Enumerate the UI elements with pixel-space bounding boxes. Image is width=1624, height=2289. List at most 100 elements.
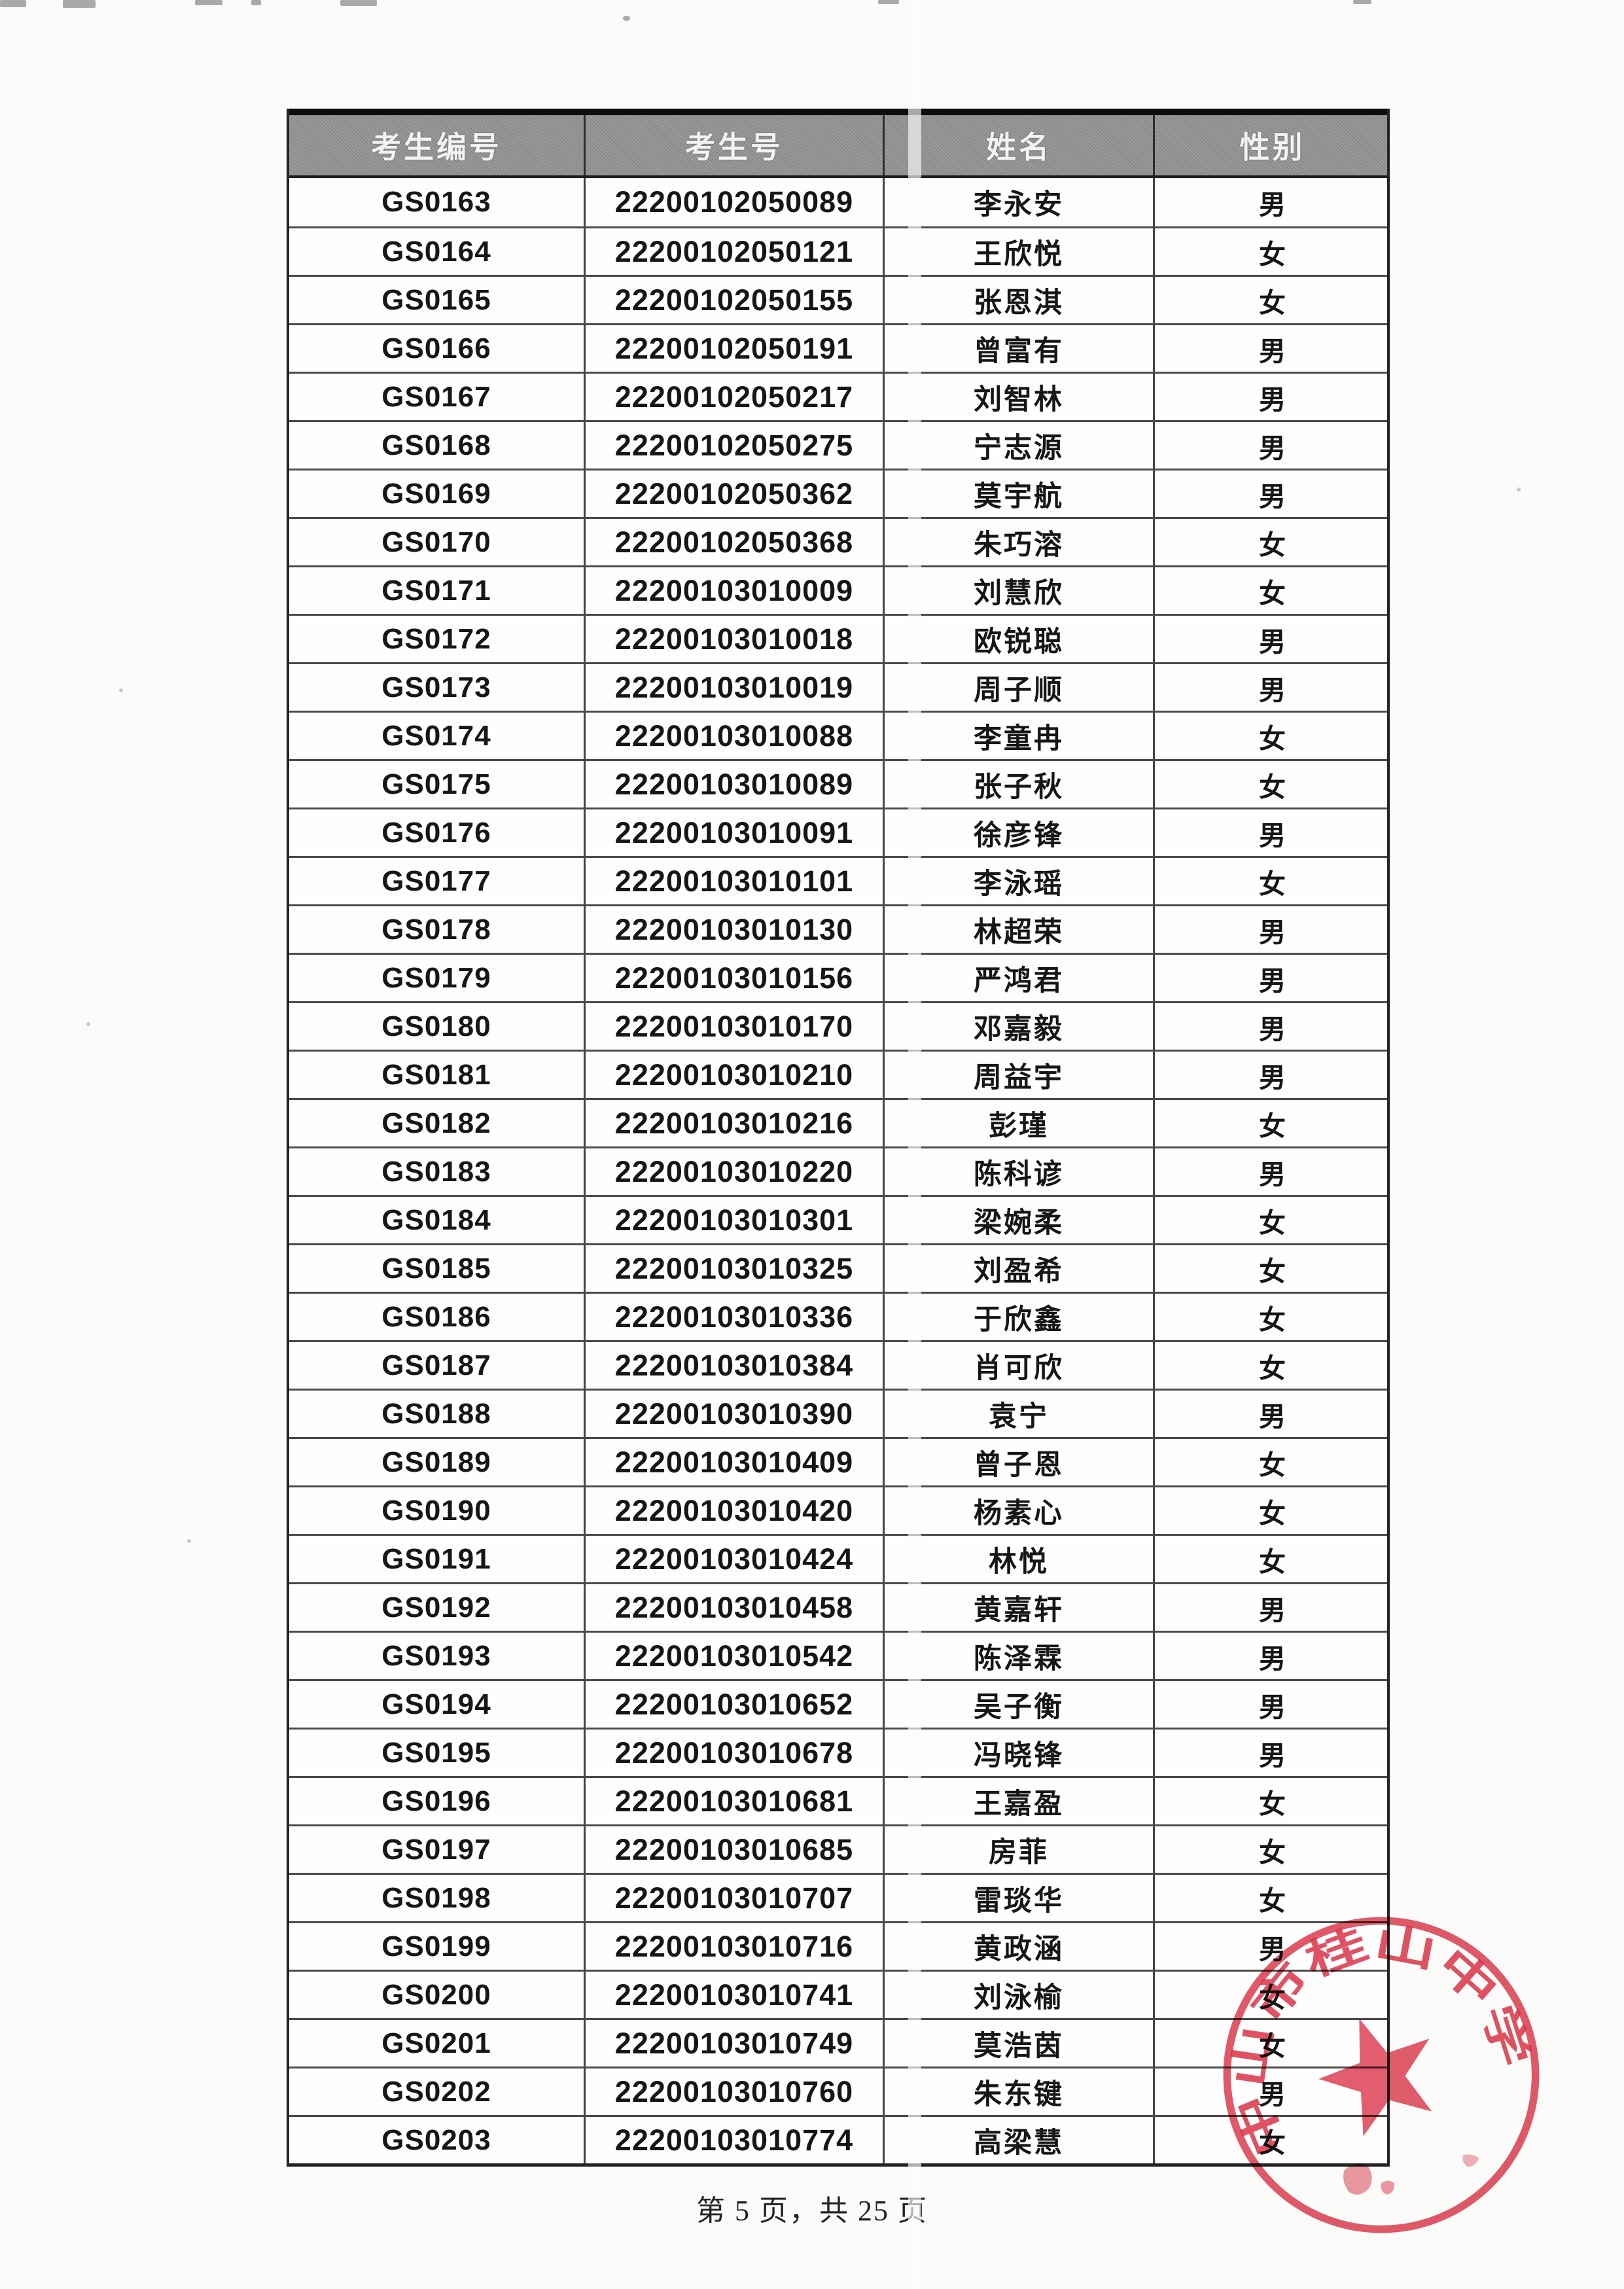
candidate-id-cell: GS0172 <box>381 622 491 655</box>
name-cell: 王嘉盈 <box>883 1778 1153 1824</box>
name-cell: 严鸿君 <box>883 955 1153 1001</box>
name-cell: 房菲 <box>883 1826 1153 1873</box>
candidate-id-cell: GS0200 <box>381 1978 491 2011</box>
gender-cell: 男 <box>1153 1681 1390 1728</box>
name-cell: 雷琰华 <box>883 1875 1153 1921</box>
name-cell: 吴子衡 <box>883 1681 1153 1728</box>
gender-cell: 女 <box>1153 1245 1390 1292</box>
candidate-id-cell: GS0195 <box>381 1736 491 1769</box>
gender-cell: 男 <box>1153 470 1390 517</box>
scan-noise <box>63 0 96 8</box>
scan-noise <box>623 16 630 21</box>
candidate-id-cell: GS0190 <box>381 1494 491 1527</box>
candidate-id-cell: GS0202 <box>381 2075 491 2108</box>
table-row: GS0165 22200102050155 张恩淇 女 <box>289 275 1387 323</box>
scan-noise <box>1353 0 1371 4</box>
candidate-id-cell: GS0169 <box>381 477 491 510</box>
candidate-id-cell: GS0198 <box>381 1881 491 1914</box>
candidate-roster-table: 考生编号 考生号 姓名 性别 GS0163 22200102050089 李永安… <box>287 109 1390 2167</box>
exam-number-cell: 22200102050191 <box>584 325 883 372</box>
gender-cell: 男 <box>1153 178 1390 226</box>
candidate-id-cell: GS0167 <box>381 380 491 413</box>
scan-noise <box>251 0 261 5</box>
table-row: GS0174 22200103010088 李童冉 女 <box>289 711 1387 759</box>
table-row: GS0181 22200103010210 周益宇 男 <box>289 1050 1387 1098</box>
name-cell: 朱东键 <box>883 2068 1153 2115</box>
exam-number-cell: 22200103010652 <box>584 1681 883 1728</box>
gender-cell: 男 <box>1153 1584 1390 1631</box>
name-cell: 李泳瑶 <box>883 858 1153 904</box>
scan-speck <box>119 688 123 692</box>
table-row: GS0186 22200103010336 于欣鑫 女 <box>289 1292 1387 1340</box>
exam-number-cell: 22200103010170 <box>584 1003 883 1050</box>
table-row: GS0198 22200103010707 雷琰华 女 <box>289 1873 1387 1921</box>
exam-number-cell: 22200103010685 <box>584 1826 883 1873</box>
table-row: GS0184 22200103010301 梁婉柔 女 <box>289 1195 1387 1243</box>
exam-number-cell: 22200103010384 <box>584 1342 883 1389</box>
name-cell: 刘智林 <box>883 374 1153 420</box>
name-cell: 李永安 <box>883 178 1153 226</box>
candidate-id-cell: GS0194 <box>381 1688 491 1720</box>
table-row: GS0166 22200102050191 曾富有 男 <box>289 323 1387 372</box>
gender-cell: 女 <box>1153 2020 1390 2067</box>
name-cell: 林超荣 <box>883 906 1153 953</box>
name-cell: 邓嘉毅 <box>883 1003 1153 1050</box>
name-cell: 张恩淇 <box>883 277 1153 323</box>
table-row: GS0173 22200103010019 周子顺 男 <box>289 662 1387 711</box>
name-cell: 冯晓锋 <box>883 1730 1153 1776</box>
name-cell: 肖可欣 <box>883 1342 1153 1389</box>
name-cell: 梁婉柔 <box>883 1197 1153 1243</box>
scan-noise <box>0 0 26 7</box>
candidate-id-cell: GS0185 <box>381 1252 491 1285</box>
gender-cell: 女 <box>1153 1100 1390 1146</box>
gender-cell: 男 <box>1153 616 1390 662</box>
exam-number-cell: 22200103010760 <box>584 2068 883 2115</box>
gender-cell: 女 <box>1153 567 1390 614</box>
exam-number-cell: 22200102050089 <box>584 178 883 226</box>
exam-number-cell: 22200103010336 <box>584 1294 883 1340</box>
table-row: GS0195 22200103010678 冯晓锋 男 <box>289 1728 1387 1776</box>
table-row: GS0167 22200102050217 刘智林 男 <box>289 372 1387 420</box>
table-header-row: 考生编号 考生号 姓名 性别 <box>289 109 1387 178</box>
scan-speck <box>187 1539 191 1543</box>
exam-number-cell: 22200103010390 <box>584 1391 883 1437</box>
gender-cell: 女 <box>1153 1536 1390 1582</box>
candidate-id-cell: GS0175 <box>381 768 491 800</box>
name-cell: 莫宇航 <box>883 470 1153 517</box>
exam-number-cell: 22200103010130 <box>584 906 883 953</box>
name-cell: 周益宇 <box>883 1052 1153 1098</box>
gender-cell: 女 <box>1153 1778 1390 1824</box>
name-cell: 宁志源 <box>883 422 1153 469</box>
gender-cell: 女 <box>1153 858 1390 904</box>
exam-number-cell: 22200102050217 <box>584 374 883 420</box>
table-body: GS0163 22200102050089 李永安 男 GS0164 22200… <box>289 178 1387 2163</box>
gender-cell: 女 <box>1153 1439 1390 1485</box>
name-cell: 刘慧欣 <box>883 567 1153 614</box>
table-row: GS0190 22200103010420 杨素心 女 <box>289 1485 1387 1534</box>
table-row: GS0185 22200103010325 刘盈希 女 <box>289 1243 1387 1292</box>
gender-cell: 男 <box>1153 1391 1390 1437</box>
name-cell: 刘盈希 <box>883 1245 1153 1292</box>
exam-number-cell: 22200103010301 <box>584 1197 883 1243</box>
candidate-id-cell: GS0180 <box>381 1010 491 1042</box>
table-row: GS0203 22200103010774 高梁慧 女 <box>289 2115 1387 2163</box>
exam-number-cell: 22200103010091 <box>584 809 883 856</box>
exam-number-cell: 22200103010420 <box>584 1487 883 1534</box>
exam-number-cell: 22200103010009 <box>584 567 883 614</box>
exam-number-cell: 22200102050362 <box>584 470 883 517</box>
candidate-id-cell: GS0181 <box>381 1058 491 1091</box>
candidate-id-cell: GS0163 <box>381 186 491 218</box>
name-cell: 曾富有 <box>883 325 1153 372</box>
candidate-id-cell: GS0170 <box>381 525 491 558</box>
table-row: GS0178 22200103010130 林超荣 男 <box>289 904 1387 953</box>
exam-number-cell: 22200103010716 <box>584 1923 883 1970</box>
candidate-id-cell: GS0168 <box>381 429 491 461</box>
scan-noise <box>195 0 222 5</box>
table-row: GS0180 22200103010170 邓嘉毅 男 <box>289 1001 1387 1050</box>
exam-number-cell: 22200102050368 <box>584 519 883 565</box>
exam-number-cell: 22200103010542 <box>584 1633 883 1679</box>
table-row: GS0179 22200103010156 严鸿君 男 <box>289 953 1387 1001</box>
scan-speck <box>1517 488 1521 491</box>
header-cell-name: 姓名 <box>883 115 1153 175</box>
